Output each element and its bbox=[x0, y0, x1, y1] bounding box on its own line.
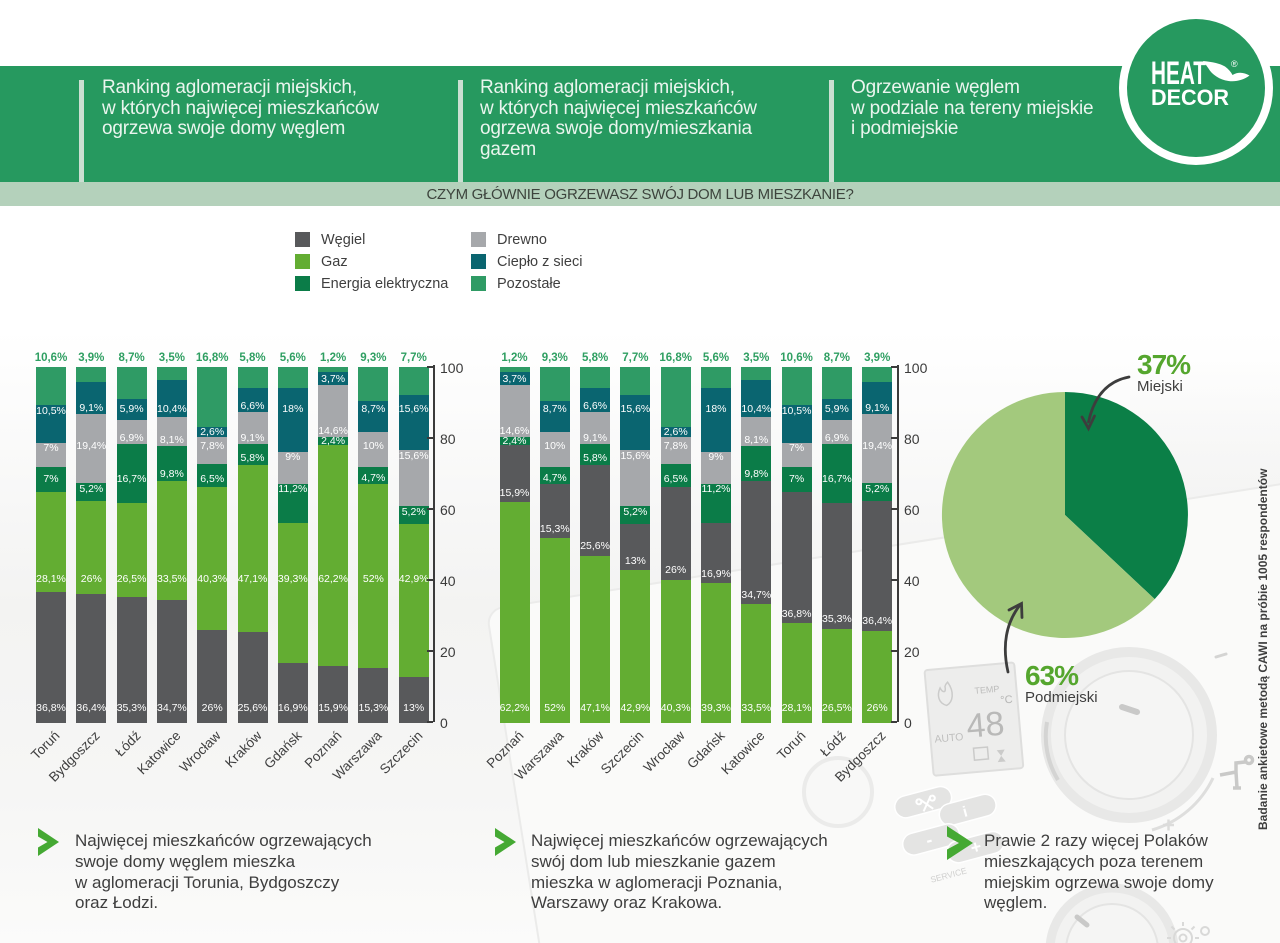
svg-text:+: + bbox=[968, 836, 983, 858]
svg-text:°C: °C bbox=[1000, 694, 1013, 707]
svg-text:i: i bbox=[961, 803, 969, 821]
svg-text:HEAT: HEAT bbox=[1151, 55, 1206, 91]
svg-text:48: 48 bbox=[965, 705, 1006, 746]
svg-text:TEMP: TEMP bbox=[974, 684, 1000, 696]
svg-text:AUTO: AUTO bbox=[934, 731, 964, 745]
svg-text:®: ® bbox=[1231, 59, 1238, 69]
svg-text:DECOR: DECOR bbox=[1151, 85, 1229, 110]
svg-text:-: - bbox=[924, 829, 935, 850]
